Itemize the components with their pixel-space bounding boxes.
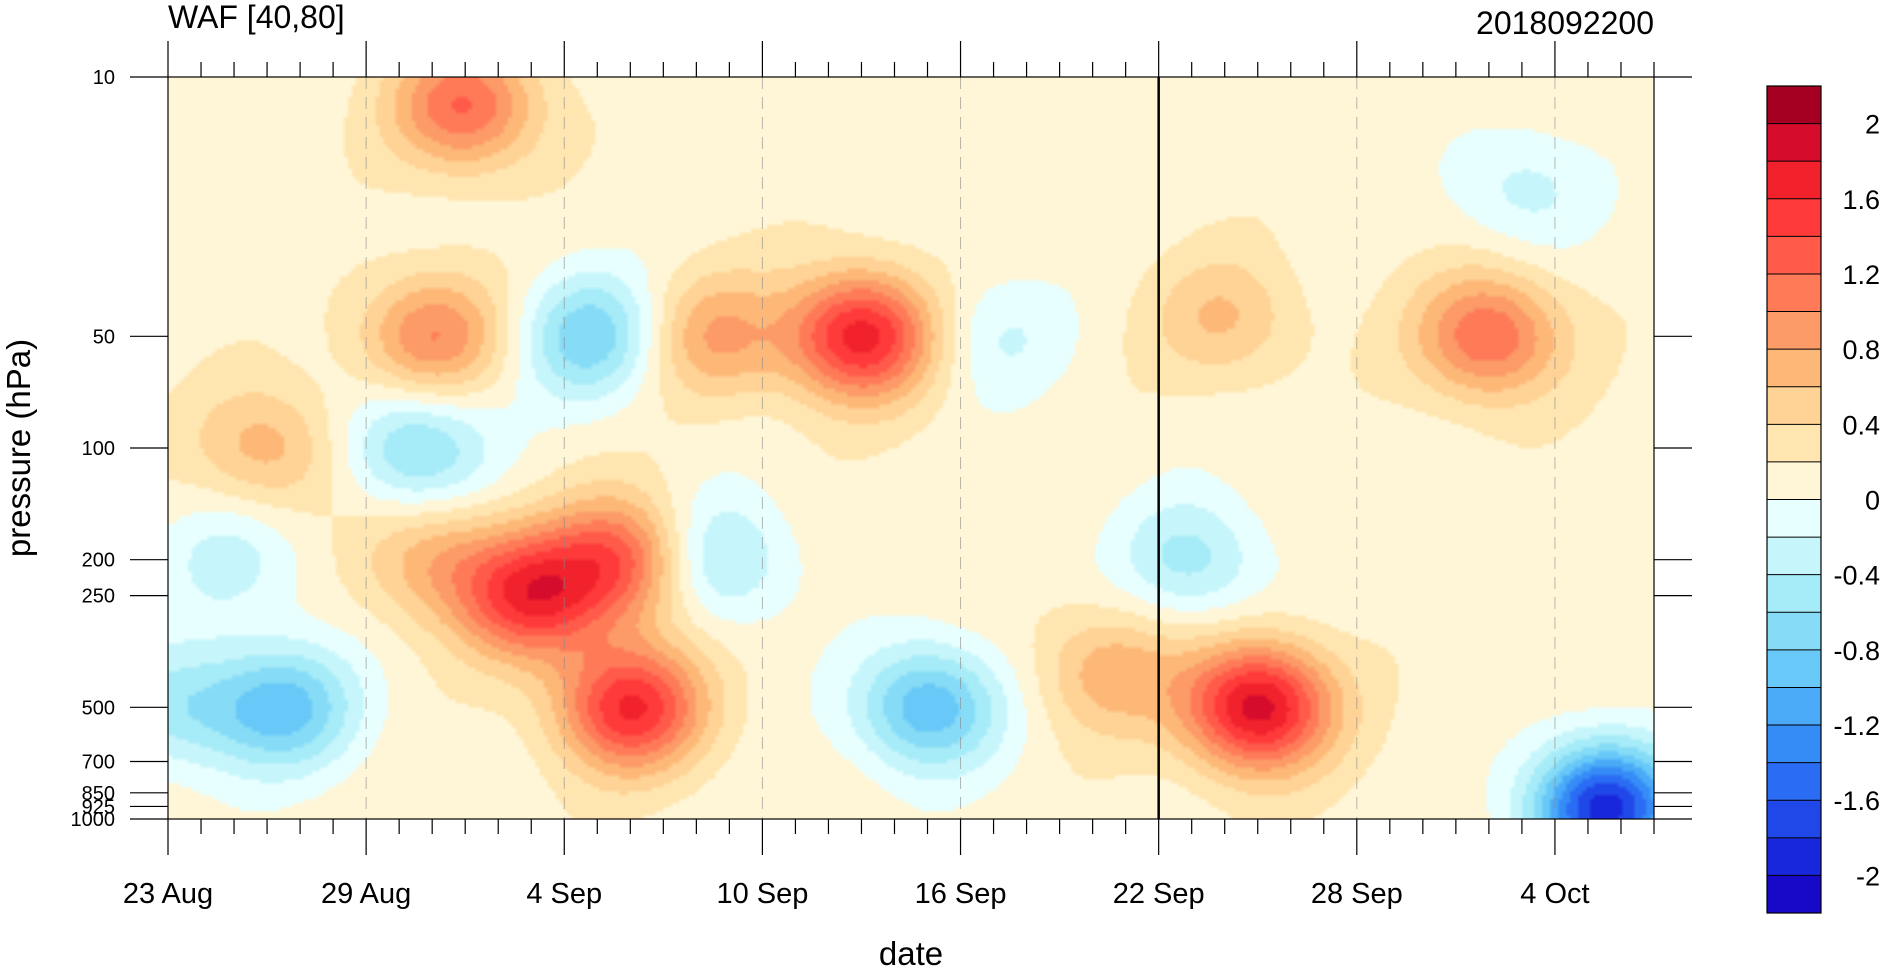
chart-title-right: 2018092200 bbox=[1476, 5, 1654, 41]
colorbar-swatch bbox=[1767, 687, 1821, 726]
x-axis-label: date bbox=[879, 935, 943, 969]
colorbar: 2 1.6 1.2 0.8 0.4 0 -0.4 -0.8 -1.2 -1.6 -2 bbox=[1766, 85, 1880, 914]
x-tick-label: 22 Sep bbox=[1113, 878, 1205, 910]
colorbar-tick-label: 0 bbox=[1865, 486, 1880, 516]
x-tick-label: 29 Aug bbox=[321, 878, 411, 910]
colorbar-tick-label: -2 bbox=[1856, 861, 1880, 891]
colorbar-swatch bbox=[1767, 236, 1821, 275]
colorbar-swatch bbox=[1767, 123, 1821, 162]
chart-title-left: WAF [40,80] bbox=[168, 0, 345, 35]
x-axis: 23 Aug 29 Aug 4 Sep 10 Sep 16 Sep 22 Sep 28 Se… bbox=[123, 41, 1655, 910]
x-tick-label: 23 Aug bbox=[123, 878, 213, 910]
colorbar-swatch bbox=[1767, 424, 1821, 463]
x-tick-label: 4 Oct bbox=[1520, 878, 1589, 910]
x-tick-label: 16 Sep bbox=[915, 878, 1007, 910]
colorbar-swatch bbox=[1767, 311, 1821, 350]
colorbar-swatch bbox=[1767, 386, 1821, 425]
colorbar-frame bbox=[1766, 85, 1822, 914]
colorbar-tick-label: 0.8 bbox=[1842, 335, 1880, 365]
colorbar-tick-label: -0.4 bbox=[1833, 561, 1880, 591]
y-axis-label: pressure (hPa) bbox=[0, 339, 37, 557]
y-tick-label: 100 bbox=[82, 438, 115, 460]
colorbar-swatch bbox=[1767, 499, 1821, 538]
x-tick-label: 28 Sep bbox=[1311, 878, 1403, 910]
colorbar-tick-label: 2 bbox=[1865, 110, 1880, 140]
colorbar-tick-label: -1.2 bbox=[1833, 711, 1880, 741]
colorbar-swatch bbox=[1767, 349, 1821, 388]
colorbar-tick-label: -0.8 bbox=[1833, 636, 1880, 666]
colorbar-swatch bbox=[1767, 649, 1821, 688]
colorbar-swatch bbox=[1767, 762, 1821, 801]
colorbar-swatch bbox=[1767, 86, 1821, 125]
y-tick-label: 10 bbox=[93, 67, 115, 89]
x-tick-label: 4 Sep bbox=[526, 878, 602, 910]
colorbar-tick-label: -1.6 bbox=[1833, 786, 1880, 816]
y-tick-label: 700 bbox=[82, 752, 115, 774]
colorbar-tick-label: 1.2 bbox=[1842, 260, 1880, 290]
y-tick-label: 925 bbox=[82, 796, 115, 818]
y-tick-label: 200 bbox=[82, 550, 115, 572]
contour-field bbox=[168, 77, 1654, 819]
colorbar-swatch bbox=[1767, 875, 1821, 914]
colorbar-swatch bbox=[1767, 537, 1821, 576]
contour-plot-area bbox=[168, 77, 1654, 819]
y-tick-label: 1000 bbox=[71, 809, 116, 831]
colorbar-swatch bbox=[1767, 161, 1821, 200]
x-tick-label: 10 Sep bbox=[716, 878, 808, 910]
y-tick-label: 50 bbox=[93, 326, 115, 348]
colorbar-swatch bbox=[1767, 800, 1821, 839]
colorbar-tick-label: 1.6 bbox=[1842, 185, 1880, 215]
colorbar-swatch bbox=[1767, 725, 1821, 764]
y-tick-label: 500 bbox=[82, 697, 115, 719]
y-tick-label: 850 bbox=[82, 783, 115, 805]
colorbar-swatch bbox=[1767, 574, 1821, 613]
colorbar-swatch bbox=[1767, 198, 1821, 237]
colorbar-swatch bbox=[1767, 461, 1821, 500]
colorbar-swatch bbox=[1767, 837, 1821, 876]
colorbar-tick-label: 0.4 bbox=[1842, 410, 1880, 440]
colorbar-swatch bbox=[1767, 612, 1821, 651]
colorbar-swatch bbox=[1767, 273, 1821, 313]
y-tick-label: 250 bbox=[82, 586, 115, 608]
